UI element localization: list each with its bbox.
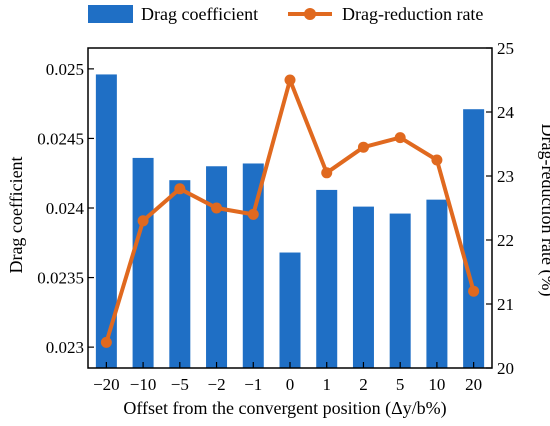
bar-10 — [463, 109, 485, 368]
y-right-tick-label-2: 22 — [497, 231, 514, 250]
legend-line-label: Drag-reduction rate — [342, 4, 483, 24]
line-point-6 — [321, 167, 333, 179]
y-axis-left-label: Drag coefficient — [6, 156, 26, 273]
plot-area: 0.0230.02350.0240.02450.025202122232425−… — [37, 39, 514, 394]
legend-bar-label: Drag coefficient — [141, 4, 258, 24]
x-tick-label-7: 2 — [359, 375, 368, 394]
x-tick-label-10: 20 — [465, 375, 482, 394]
y-axis-right-label: Drag-reduction rate (%) — [537, 124, 550, 297]
legend-line-marker — [304, 8, 316, 20]
y-left-tick-label-0: 0.023 — [46, 338, 84, 357]
bar-6 — [316, 189, 338, 368]
y-left-tick-label-2: 0.024 — [46, 199, 85, 218]
y-left-tick-label-1: 0.0235 — [37, 269, 84, 288]
line-point-0 — [100, 336, 112, 348]
bar-5 — [279, 252, 301, 368]
y-right-tick-label-4: 24 — [497, 103, 515, 122]
line-point-7 — [357, 141, 369, 153]
bar-3 — [206, 166, 228, 368]
bar-2 — [169, 180, 191, 368]
x-tick-label-5: 0 — [286, 375, 295, 394]
line-point-1 — [137, 215, 149, 227]
x-tick-label-3: −2 — [207, 375, 225, 394]
x-axis-label: Offset from the convergent position (Δy/… — [123, 398, 446, 419]
x-tick-label-9: 10 — [428, 375, 445, 394]
line-point-4 — [247, 208, 259, 220]
legend-bar-swatch — [88, 5, 133, 23]
y-right-tick-label-0: 20 — [497, 359, 514, 378]
bar-0 — [95, 74, 117, 368]
x-tick-label-1: −10 — [130, 375, 157, 394]
x-tick-label-2: −5 — [171, 375, 189, 394]
line-point-10 — [468, 285, 480, 297]
bar-9 — [426, 199, 448, 368]
bar-1 — [132, 157, 154, 368]
line-point-5 — [284, 74, 296, 86]
y-left-tick-label-4: 0.025 — [46, 60, 84, 79]
y-right-tick-label-5: 25 — [497, 39, 514, 58]
legend: Drag coefficient Drag-reduction rate — [88, 4, 483, 24]
x-tick-label-6: 1 — [322, 375, 331, 394]
line-point-8 — [394, 132, 406, 144]
bar-8 — [389, 213, 411, 368]
x-tick-label-4: −1 — [244, 375, 262, 394]
bar-7 — [352, 206, 374, 368]
x-tick-label-0: −20 — [93, 375, 120, 394]
y-right-tick-label-1: 21 — [497, 295, 514, 314]
y-left-tick-label-3: 0.0245 — [37, 129, 84, 148]
line-point-9 — [431, 154, 443, 166]
line-point-3 — [211, 202, 223, 214]
y-right-tick-label-3: 23 — [497, 167, 514, 186]
x-tick-label-8: 5 — [396, 375, 405, 394]
line-point-2 — [174, 183, 186, 195]
